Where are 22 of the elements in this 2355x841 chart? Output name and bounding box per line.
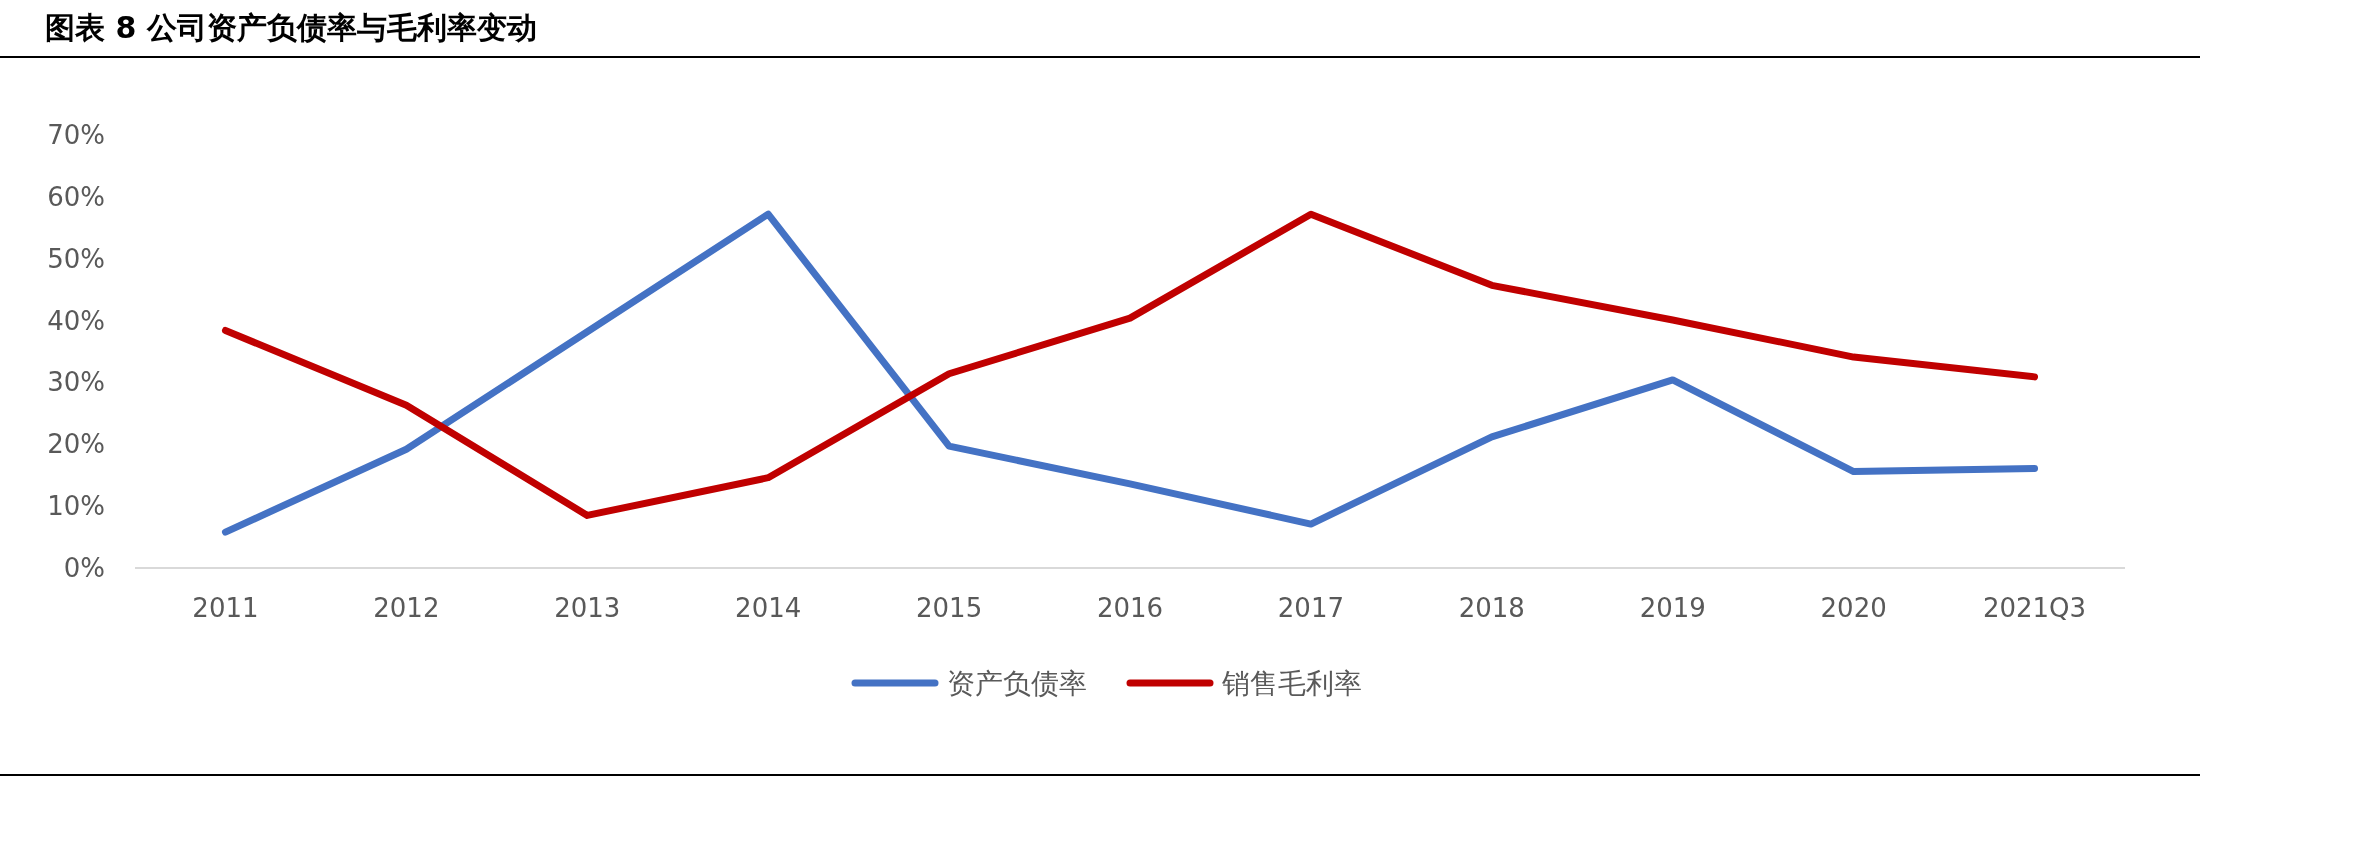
y-tick-label: 40% [47, 305, 105, 336]
x-tick-label: 2020 [1820, 593, 1887, 623]
x-tick-label: 2016 [1096, 593, 1164, 623]
chart-title: 图表 8 公司资产负债率与毛利率变动 [45, 10, 537, 45]
y-tick-label: 30% [47, 367, 105, 398]
x-tick-label: 2013 [554, 593, 621, 623]
x-tick-label: 2014 [735, 593, 802, 623]
legend-label: 资产负债率 [947, 667, 1087, 700]
y-tick-label: 70% [47, 120, 105, 150]
y-tick-label: 0% [63, 553, 105, 583]
x-tick-label: 2015 [916, 593, 983, 623]
y-tick-label: 60% [47, 181, 105, 212]
y-tick-label: 20% [47, 429, 105, 460]
legend-label: 销售毛利率 [1221, 667, 1362, 700]
x-tick-label: 2017 [1277, 593, 1344, 623]
x-tick-label: 2012 [373, 593, 440, 623]
x-tick-label: 2018 [1458, 593, 1525, 623]
x-tick-label: 2021Q3 [1982, 593, 2087, 623]
x-tick-label: 2019 [1639, 593, 1706, 623]
y-tick-label: 50% [47, 243, 105, 274]
y-tick-label: 10% [47, 491, 105, 522]
x-tick-label: 2011 [192, 593, 259, 623]
